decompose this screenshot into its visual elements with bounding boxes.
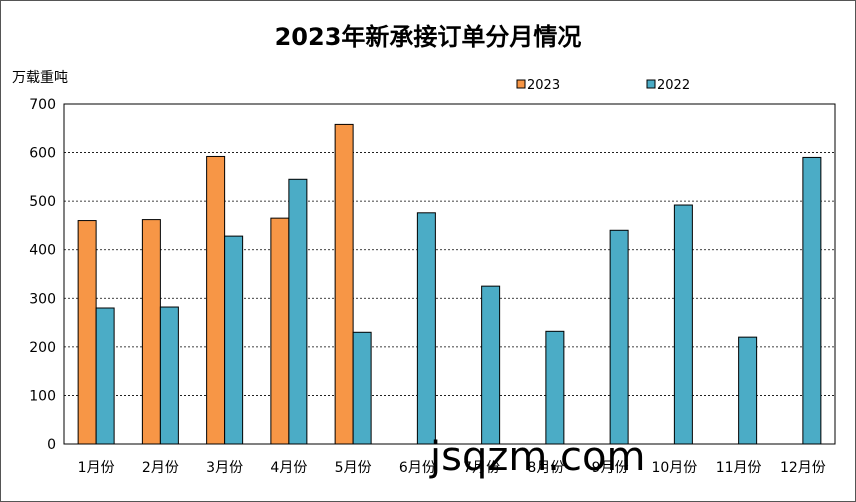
y-tick-label: 100 [29, 388, 56, 404]
watermark-text: jsqzm.com [429, 434, 645, 480]
plot-area-border [63, 103, 836, 445]
bar-2022-5 [352, 331, 372, 445]
category-label: 10月份 [651, 460, 697, 476]
legend-label: 2023 [527, 78, 560, 93]
category-label: 3月份 [206, 460, 243, 476]
chart-title: 2023年新承接订单分月情况 [275, 23, 582, 51]
y-tick-label: 0 [47, 437, 56, 453]
y-axis-unit-label: 万载重吨 [12, 70, 68, 86]
legend-swatch-2023 [516, 79, 526, 89]
legend-swatch-2022 [646, 79, 656, 89]
bar-2022-10 [673, 204, 693, 445]
y-tick-label: 700 [29, 97, 56, 113]
bar-2022-1 [95, 307, 115, 445]
axes [63, 103, 836, 445]
bar-2023-2 [141, 219, 161, 445]
bars [77, 123, 822, 445]
legend-label: 2022 [657, 78, 690, 93]
bar-2022-7 [481, 285, 501, 445]
bar-2023-3 [206, 155, 226, 445]
bar-2023-1 [77, 220, 97, 445]
category-labels: 1月份 2月份 3月份 4月份 5月份 6月份 7月份 8月份 9月份 10月份 11月份 12月份 [78, 460, 826, 476]
y-tick-label: 300 [29, 291, 56, 307]
legend: 2023 2022 [516, 78, 690, 93]
bar-2022-12 [802, 156, 822, 445]
category-label: 6月份 [399, 460, 436, 476]
category-label: 12月份 [780, 460, 826, 476]
bar-2022-4 [288, 178, 308, 445]
bar-2023-5 [334, 123, 354, 445]
y-tick-label: 200 [29, 340, 56, 356]
category-label: 2月份 [142, 460, 179, 476]
bar-2022-8 [545, 330, 565, 445]
category-label: 11月份 [716, 460, 762, 476]
bar-2022-9 [609, 229, 629, 445]
category-label: 4月份 [270, 460, 307, 476]
bar-2022-6 [416, 212, 436, 445]
gridlines [64, 103, 835, 396]
y-tick-label: 500 [29, 194, 56, 210]
bar-2022-11 [738, 336, 758, 445]
category-label: 9月份 [592, 460, 629, 476]
category-label: 8月份 [527, 460, 564, 476]
category-label: 5月份 [335, 460, 372, 476]
y-tick-labels: 0 100 200 300 400 500 600 700 [29, 97, 56, 453]
bar-2022-3 [224, 235, 244, 445]
category-label: 1月份 [78, 460, 115, 476]
bar-2022-2 [159, 306, 179, 445]
category-label: 7月份 [463, 460, 500, 476]
y-tick-label: 400 [29, 243, 56, 259]
y-tick-label: 600 [29, 146, 56, 162]
bar-2023-4 [270, 217, 290, 445]
